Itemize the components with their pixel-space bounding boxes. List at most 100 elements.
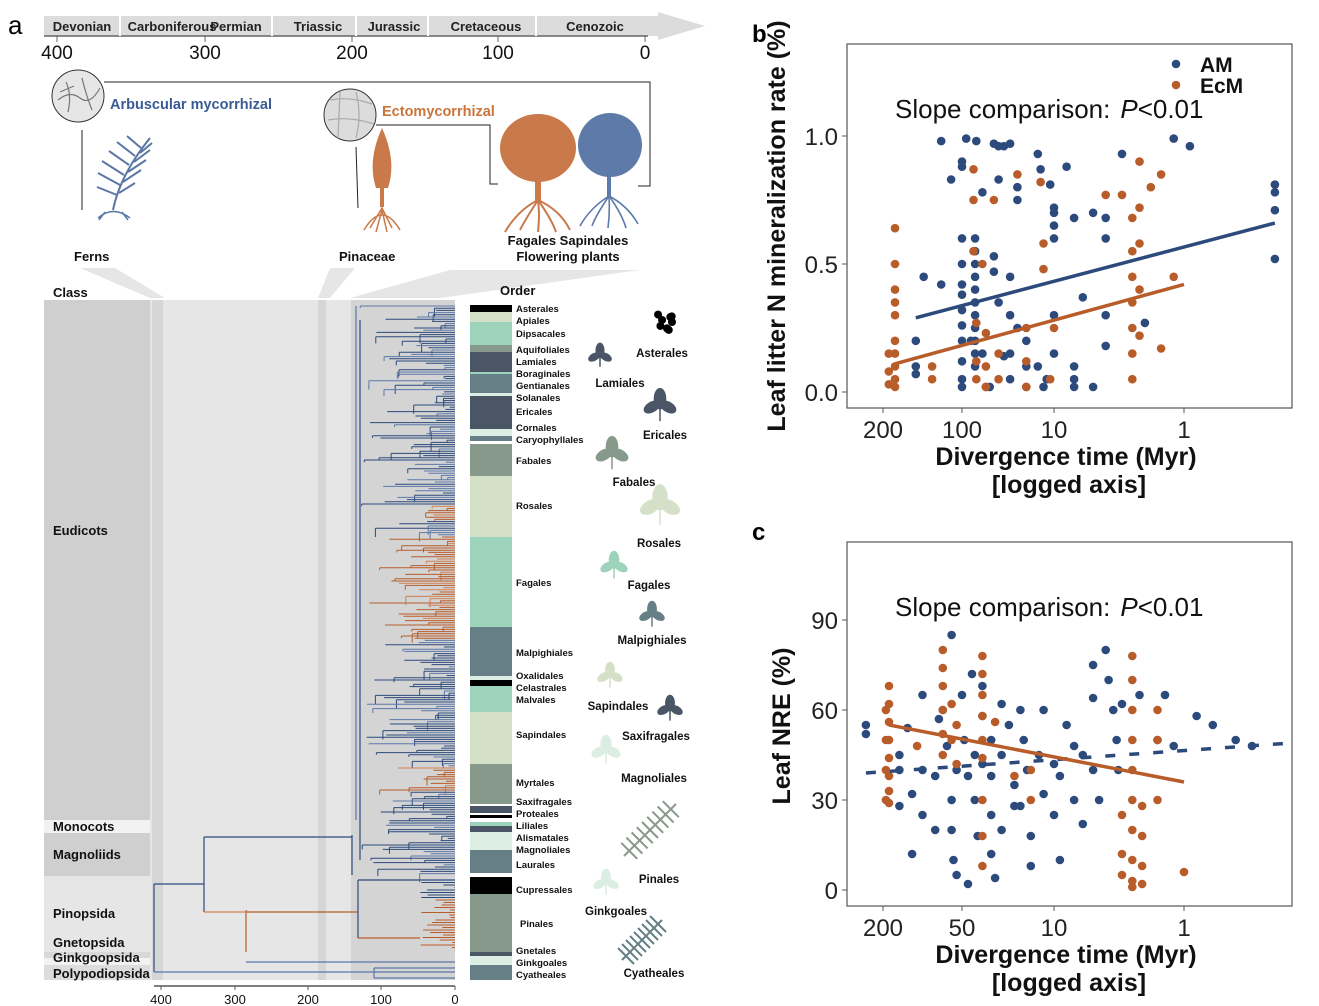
point-am [957, 280, 967, 289]
point-ecm [994, 374, 1003, 384]
order-bar-malpighiales [470, 627, 512, 676]
point-am [1005, 310, 1015, 320]
point-am [1049, 310, 1059, 320]
point-am [1039, 705, 1048, 715]
order-label-saxifragales: Saxifragales [516, 797, 572, 808]
order-bar-liliales [470, 822, 512, 826]
point-am [957, 234, 967, 243]
point-am [1117, 699, 1127, 709]
point-am [957, 357, 967, 366]
point-ecm [978, 259, 987, 269]
point-am [1208, 720, 1218, 730]
point-am [1088, 382, 1098, 392]
class-label-gnetopsida: Gnetopsida [53, 935, 125, 950]
point-am [1055, 855, 1065, 865]
leaf-part [595, 342, 605, 359]
point-am [1049, 759, 1059, 769]
order-bar-malvales [470, 686, 512, 712]
fagales-tree-icon [500, 114, 576, 233]
panel-b-label: b [752, 21, 767, 48]
saxifragales-leaf-icon [657, 694, 683, 721]
point-ecm [890, 285, 900, 294]
x-axis-label-2: [logged axis] [992, 471, 1146, 499]
order-label-celastrales: Celastrales [516, 683, 567, 694]
order-label-caryophyllales: Caryophyllales [516, 435, 584, 446]
point-am [986, 735, 996, 745]
legend-marker-ecm [1171, 80, 1181, 90]
flowering-plants-label: Flowering plants [516, 249, 619, 264]
point-am [957, 259, 967, 269]
point-am [1016, 801, 1025, 811]
order-label-fagales: Fagales [516, 578, 551, 589]
tree-time-axis: 400 300 200 100 0 [150, 985, 459, 1006]
leaf-part [653, 387, 667, 410]
leaf-part [625, 836, 644, 855]
pinaceae-tree-icon [363, 128, 401, 233]
asterales-leaf-icon [654, 310, 676, 334]
order-bar-gnetales [470, 952, 512, 956]
point-am [1026, 831, 1036, 841]
point-ecm [1022, 382, 1031, 392]
order-label-magnoliales: Magnoliales [516, 845, 570, 856]
slope-value: <0.01 [1138, 592, 1204, 622]
order-bar-pinales [470, 894, 512, 952]
point-am [952, 870, 961, 880]
point-am [1062, 162, 1071, 171]
point-am [970, 259, 980, 269]
class-label-ginkgoopsida: Ginkgoopsida [53, 950, 140, 965]
point-am [1005, 272, 1015, 282]
point-ecm [1128, 213, 1137, 223]
point-ecm [969, 165, 978, 174]
leaf-part [651, 810, 670, 829]
slope-text: Slope comparison: [895, 592, 1110, 622]
point-am [1088, 660, 1098, 670]
point-ecm [969, 195, 978, 205]
point-am [1019, 735, 1028, 745]
point-ecm [1101, 190, 1110, 200]
x-tick-label: 1 [1177, 915, 1190, 942]
silhouette-label-fabales: Fabales [613, 477, 656, 489]
point-am [957, 336, 967, 346]
point-ecm [1153, 705, 1162, 715]
leaf-part [662, 324, 671, 333]
point-ecm [881, 795, 891, 805]
period-cenozoic: Cenozoic [566, 19, 624, 34]
point-ecm [1010, 771, 1019, 781]
chart-b: 200 100 10 1 0.0 0.5 1.0 Divergence time (Myr)[… [763, 20, 1293, 499]
leaf-part [649, 915, 667, 933]
point-am [967, 669, 977, 679]
class-band [44, 300, 150, 820]
silhouette-label-ginkgoales: Ginkgoales [585, 906, 647, 918]
y-tick-label: 30 [811, 788, 838, 815]
class-label-monocots: Monocots [53, 819, 114, 834]
leaf-part [652, 484, 668, 511]
point-ecm [1135, 157, 1144, 166]
point-am [911, 336, 921, 346]
x-tick-label: 10 [1041, 915, 1068, 942]
point-am [1270, 180, 1280, 189]
y-tick-label: 0.5 [805, 252, 838, 279]
point-ecm [1128, 323, 1137, 333]
point-am [1069, 382, 1079, 392]
point-am [1055, 771, 1065, 781]
point-am [970, 795, 980, 805]
order-bar-caryophyllales [470, 436, 512, 441]
point-am [1005, 139, 1015, 148]
silhouette-label-fagales: Fagales [628, 580, 671, 592]
point-am [1078, 819, 1088, 829]
point-ecm [927, 362, 937, 371]
point-am [861, 720, 871, 730]
leaf-part [656, 321, 665, 330]
point-ecm [1153, 795, 1162, 805]
class-band [44, 876, 150, 952]
point-am [942, 741, 952, 751]
point-ecm [990, 717, 1000, 727]
point-ecm [1117, 849, 1127, 859]
point-ecm [1117, 870, 1127, 880]
fagales-leaf-icon [600, 550, 628, 579]
silhouette-label-asterales: Asterales [636, 348, 688, 360]
leaf-part [605, 435, 619, 458]
point-am [1160, 690, 1170, 700]
leaf-part [646, 816, 664, 834]
